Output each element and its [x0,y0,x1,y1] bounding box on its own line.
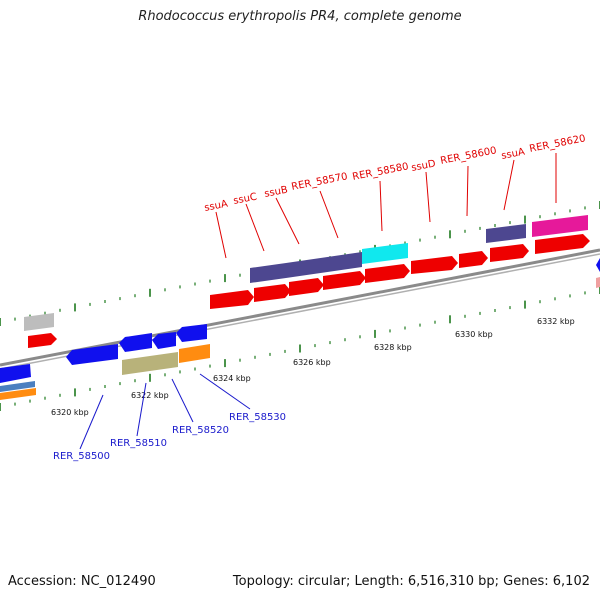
label-ssuA-1[interactable]: ssuA [203,199,228,214]
leader-ssuD [425,171,431,223]
label-ssuD[interactable]: ssuD [410,158,436,174]
gene-right-blue[interactable] [596,258,600,272]
gene-olive-block[interactable] [122,352,178,375]
gene-arrow-ssuA-2[interactable] [490,244,529,262]
lower-tick-track [0,286,600,411]
label-ssuB[interactable]: ssuB [263,185,288,200]
gene-left-orange[interactable] [0,388,36,400]
gene-right-pink[interactable] [596,277,600,288]
map-title: Rhodococcus erythropolis PR4, complete g… [138,9,462,24]
leader-RER_58600 [466,165,469,217]
gene-arrow-RER_58620[interactable] [535,234,590,254]
top-gene-labels: ssuA ssuC ssuB RER_58570 RER_58580 ssuD … [203,133,586,214]
gene-arrow-ssuB[interactable] [289,278,324,296]
accession-label: Accession: NC_012490 [8,574,156,589]
leader-RER_58530 [199,373,251,410]
leader-ssuC [245,203,265,252]
gene-arrow-RER_58600[interactable] [459,251,488,268]
gene-arrow-RER_58500[interactable] [66,344,118,365]
gene-left-blue[interactable] [0,364,31,383]
leader-ssuA-1 [215,211,227,259]
block-cyan[interactable] [362,243,408,264]
tick-label-6322: 6322 kbp [131,391,169,400]
label-RER_58570[interactable]: RER_58570 [290,171,348,193]
gene-arrow-RER_58510[interactable] [119,333,152,352]
tick-label-6320: 6320 kbp [51,408,89,417]
leader-ssuA-2 [503,159,515,211]
gene-arrow-left-small[interactable] [28,333,57,348]
leader-RER_58520 [171,378,194,423]
block-gray-left[interactable] [24,313,54,331]
tick-label-6328: 6328 kbp [374,343,412,352]
label-RER_58600[interactable]: RER_58600 [439,145,497,167]
label-RER_58520[interactable]: RER_58520 [172,425,229,436]
tick-label-6332: 6332 kbp [537,317,575,326]
gene-left-steelblue[interactable] [0,381,35,392]
label-RER_58510[interactable]: RER_58510 [110,438,167,449]
label-RER_58580[interactable]: RER_58580 [351,161,409,183]
reverse-genes [0,258,600,400]
label-ssuA-2[interactable]: ssuA [500,147,525,162]
block-purple-3[interactable] [486,224,526,243]
leader-RER_58570 [319,190,339,239]
gene-arrow-RER_58570[interactable] [323,271,366,290]
leader-RER_58500 [79,394,104,450]
feature-blocks [24,215,588,331]
leader-RER_58580 [379,180,383,232]
label-ssuC[interactable]: ssuC [232,192,257,207]
label-RER_58620[interactable]: RER_58620 [528,133,586,155]
forward-genes [28,234,590,348]
bottom-leader-lines [79,373,251,450]
leader-ssuB [275,197,300,245]
gene-arrow-ssuC[interactable] [254,284,291,302]
block-purple-1[interactable] [250,263,286,283]
tick-label-6326: 6326 kbp [293,358,331,367]
tick-label-6330: 6330 kbp [455,330,493,339]
backbone-line-a [0,248,600,367]
label-RER_58500[interactable]: RER_58500 [53,451,110,462]
bottom-gene-labels: RER_58500 RER_58510 RER_58520 RER_58530 [53,412,286,462]
label-RER_58530[interactable]: RER_58530 [229,412,286,423]
gene-arrow-RER_58580[interactable] [365,264,410,283]
gene-arrow-RER_58520-a[interactable] [152,332,176,349]
tick-label-6324: 6324 kbp [213,374,251,383]
leader-RER_58510 [136,382,147,437]
genome-summary: Topology: circular; Length: 6,516,310 bp… [232,574,590,589]
block-magenta[interactable] [532,215,588,237]
gene-arrow-ssuD[interactable] [411,256,458,274]
gene-arrow-RER_58530-a[interactable] [176,324,207,342]
top-leader-lines [215,153,557,259]
block-purple-2[interactable] [286,252,362,278]
gene-orange-block[interactable] [179,344,210,363]
gene-arrow-ssuA-1[interactable] [210,290,254,309]
